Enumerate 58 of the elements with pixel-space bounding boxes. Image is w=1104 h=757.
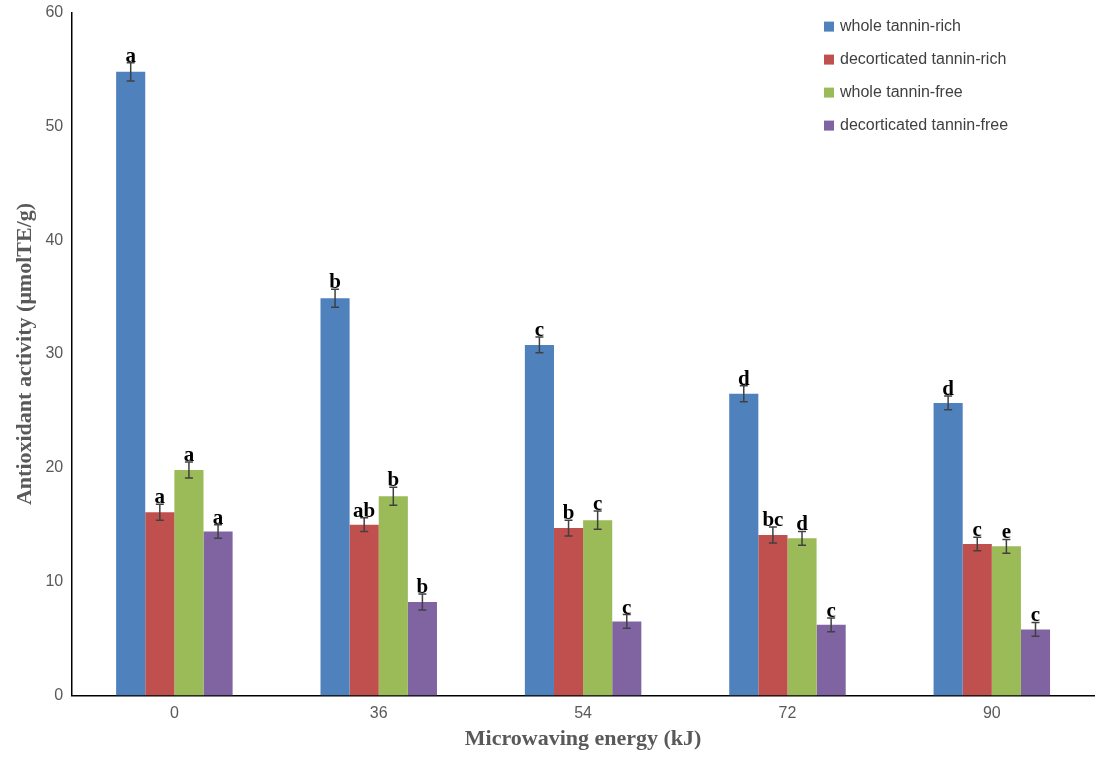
bar — [203, 531, 233, 696]
bar — [407, 602, 437, 696]
bar — [174, 470, 204, 696]
data-label: d — [796, 511, 809, 536]
bar — [816, 624, 846, 696]
legend-label: whole tannin-rich — [839, 17, 961, 35]
bar — [991, 546, 1021, 696]
data-label: c — [622, 594, 632, 619]
data-label: b — [329, 269, 341, 294]
y-tick-label: 60 — [45, 3, 64, 21]
data-label: a — [212, 504, 224, 529]
bar — [349, 524, 379, 696]
y-tick-label: 30 — [45, 344, 64, 362]
data-label: d — [942, 376, 955, 401]
bar — [553, 528, 584, 696]
bar — [787, 538, 817, 696]
data-label: c — [826, 597, 836, 622]
x-axis-title: Microwaving energy (kJ) — [464, 725, 702, 751]
y-tick-label: 0 — [54, 685, 64, 703]
data-label: c — [534, 316, 545, 341]
bar — [1020, 629, 1051, 696]
legend-label: decorticated tannin-free — [840, 116, 1009, 134]
y-tick-label: 20 — [45, 458, 64, 476]
bar — [962, 544, 992, 696]
bar — [583, 520, 613, 696]
bar — [524, 344, 554, 696]
bar — [758, 534, 788, 696]
bar — [320, 298, 350, 696]
data-label: e — [1001, 519, 1012, 544]
bar — [729, 393, 759, 696]
data-label: c — [972, 517, 982, 542]
data-label: b — [416, 574, 429, 599]
y-tick-label: 40 — [45, 230, 64, 248]
x-tick-label: 36 — [369, 704, 388, 722]
y-tick-label: 50 — [45, 116, 64, 134]
y-tick-label: 10 — [45, 572, 64, 590]
bar — [145, 512, 175, 696]
bar — [378, 496, 408, 696]
bar — [933, 402, 963, 696]
x-tick-label: 0 — [169, 704, 179, 722]
data-label: d — [737, 365, 750, 390]
bar — [116, 71, 146, 696]
data-label: ab — [353, 497, 376, 522]
data-label: b — [387, 467, 400, 492]
y-axis-title: Antioxidant activity (μmolTE/g) — [10, 202, 36, 506]
data-label: a — [183, 442, 195, 467]
legend-label: whole tannin-free — [839, 83, 963, 101]
data-label: bc — [762, 506, 784, 531]
data-label: a — [125, 42, 137, 67]
legend-label: decorticated tannin-rich — [840, 50, 1007, 68]
x-tick-label: 54 — [574, 704, 593, 722]
data-label: c — [1030, 602, 1041, 627]
bar — [612, 621, 642, 696]
x-tick-label: 90 — [982, 704, 1001, 722]
data-label: a — [154, 484, 166, 509]
data-label: c — [593, 490, 603, 515]
x-tick-label: 72 — [778, 704, 797, 722]
data-label: b — [562, 500, 575, 525]
